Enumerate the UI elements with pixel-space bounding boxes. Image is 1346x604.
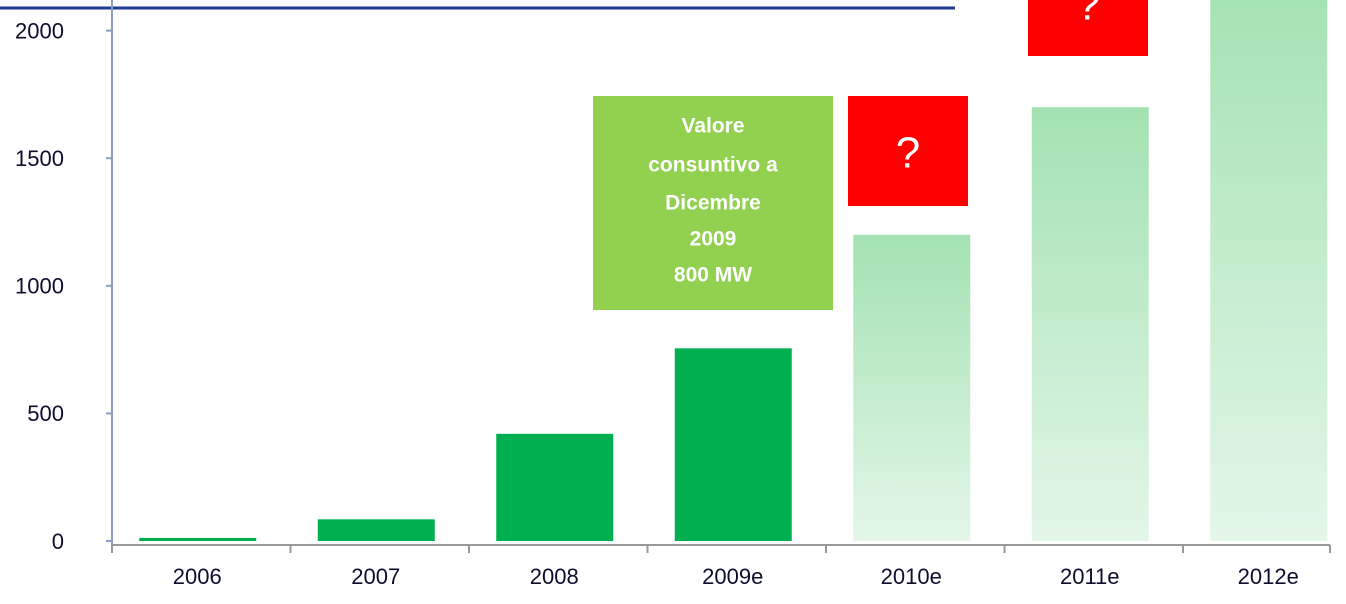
x-tick-label: 2012e [1238, 564, 1299, 589]
x-tick-label: 2009e [702, 564, 763, 589]
question-box [1028, 0, 1148, 56]
bar [1031, 107, 1149, 541]
y-tick-label: 1000 [15, 274, 64, 299]
bar [317, 519, 435, 541]
note-box [593, 96, 833, 310]
y-tick-label: 1500 [15, 146, 64, 171]
bar [496, 433, 614, 541]
question-mark: ? [896, 129, 920, 178]
bar [674, 348, 792, 541]
x-tick-label: 2008 [530, 564, 579, 589]
note-line: consuntivo a [648, 154, 778, 177]
y-tick-label: 500 [27, 401, 64, 426]
question-mark: ? [1076, 0, 1100, 30]
note-line: 800 MW [674, 264, 752, 287]
y-tick-label: 0 [52, 529, 64, 554]
note-line: 2009 [690, 228, 737, 251]
note-line: Valore [681, 115, 744, 138]
note-line: Dicembre [665, 192, 761, 215]
y-tick-label: 2000 [15, 18, 64, 43]
x-tick-label: 2007 [351, 564, 400, 589]
bars [139, 0, 1328, 542]
bar [853, 234, 971, 541]
x-tick-label: 2010e [881, 564, 942, 589]
bar [139, 537, 257, 541]
question-box [848, 96, 968, 206]
x-tick-label: 2011e [1060, 564, 1120, 589]
x-tick-label: 2006 [173, 564, 222, 589]
bar [1210, 0, 1328, 542]
